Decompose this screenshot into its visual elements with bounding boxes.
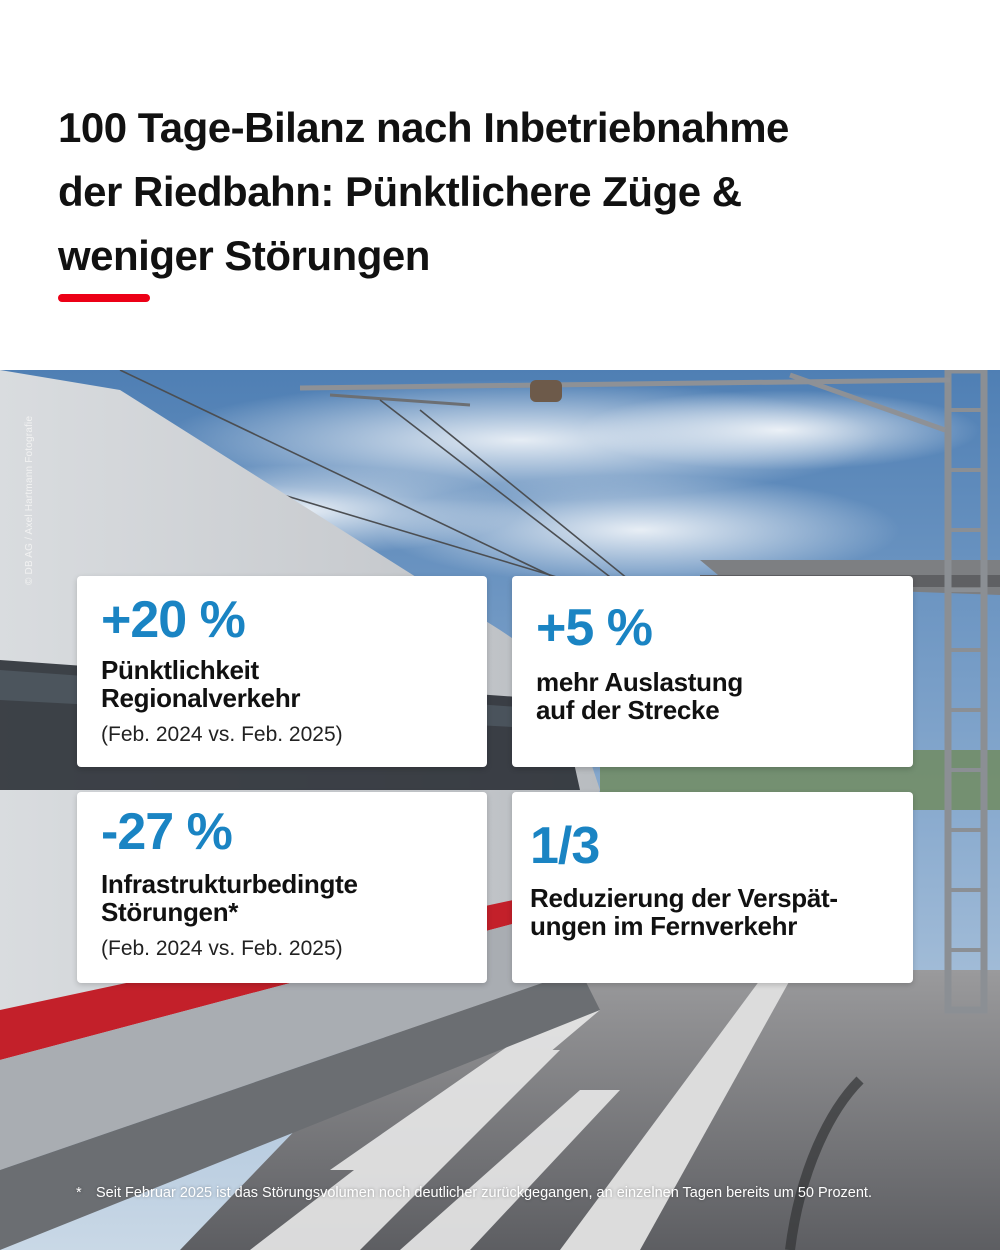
- footnote-marker: *: [76, 1185, 82, 1201]
- stat-label-line-1: Reduzierung der Verspät-: [530, 883, 838, 913]
- stat-value: +5 %: [536, 599, 653, 657]
- stat-label: mehr Auslastung auf der Strecke: [536, 668, 743, 724]
- stat-note: (Feb. 2024 vs. Feb. 2025): [101, 723, 343, 746]
- stat-label: Infrastrukturbedingte Störungen*: [101, 870, 358, 926]
- stat-card-utilization: +5 % mehr Auslastung auf der Strecke: [512, 576, 913, 767]
- title-line-3: weniger Störungen: [58, 232, 430, 279]
- title-line-1: 100 Tage-Bilanz nach Inbetriebnahme: [58, 104, 789, 151]
- stat-label-line-2: auf der Strecke: [536, 695, 720, 725]
- photo-credit: © DB AG / Axel Hartmann Fotografie: [24, 415, 35, 585]
- stat-note: (Feb. 2024 vs. Feb. 2025): [101, 937, 343, 960]
- page-title: 100 Tage-Bilanz nach Inbetriebnahme der …: [58, 96, 938, 288]
- stat-label-line-2: Regionalverkehr: [101, 683, 301, 713]
- title-line-2: der Riedbahn: Pünktlichere Züge &: [58, 168, 742, 215]
- red-accent-bar: [58, 294, 150, 302]
- header: 100 Tage-Bilanz nach Inbetriebnahme der …: [0, 0, 1000, 370]
- footnote-text: Seit Februar 2025 ist das Störungsvolume…: [96, 1185, 872, 1201]
- stat-label-line-2: ungen im Fernverkehr: [530, 911, 798, 941]
- stat-label-line-1: mehr Auslastung: [536, 667, 743, 697]
- stat-value: 1/3: [530, 817, 600, 875]
- stat-label-line-1: Pünktlichkeit: [101, 655, 259, 685]
- stat-card-delays: 1/3 Reduzierung der Verspät- ungen im Fe…: [512, 792, 913, 983]
- footnote: * Seit Februar 2025 ist das Störungsvolum…: [76, 1184, 976, 1202]
- stat-label: Reduzierung der Verspät- ungen im Fernve…: [530, 884, 838, 940]
- stat-value: +20 %: [101, 591, 246, 649]
- stat-value: -27 %: [101, 803, 233, 861]
- stat-label-line-1: Infrastrukturbedingte: [101, 869, 358, 899]
- stat-label: Pünktlichkeit Regionalverkehr: [101, 655, 301, 713]
- stat-label-line-2: Störungen*: [101, 897, 239, 927]
- stat-card-punctuality: +20 % Pünktlichkeit Regionalverkehr (Feb…: [77, 576, 487, 767]
- stat-card-disruptions: -27 % Infrastrukturbedingte Störungen* (…: [77, 792, 487, 983]
